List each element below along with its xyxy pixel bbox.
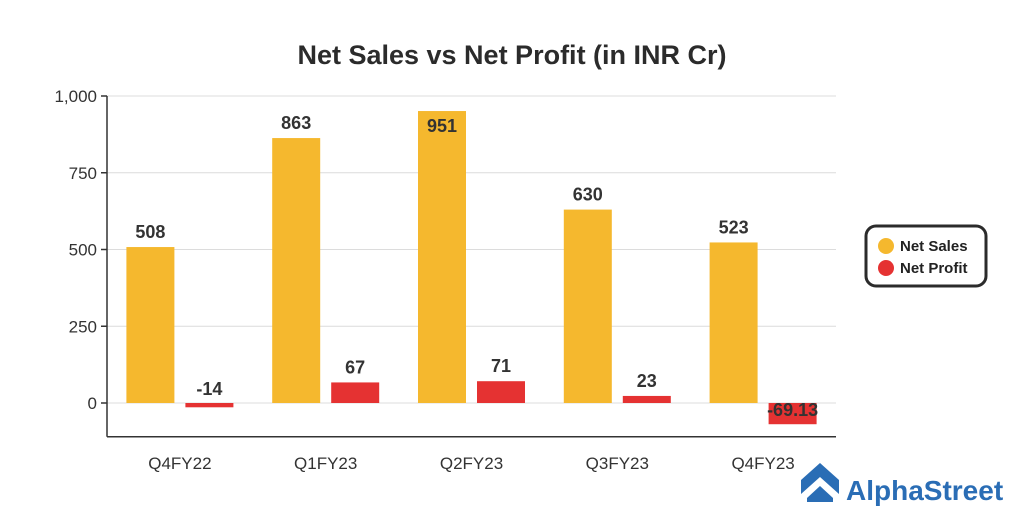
bar-net-sales-q4fy22 — [126, 247, 175, 403]
bar-net-profit-q4fy22 — [185, 403, 234, 408]
x-tick-label: Q3FY23 — [586, 454, 649, 473]
data-label-net-profit-q3fy23: 23 — [637, 371, 657, 391]
data-label-net-sales-q4fy22: 508 — [135, 222, 165, 242]
x-tick-label: Q4FY22 — [148, 454, 211, 473]
legend-swatch-net-sales — [878, 238, 894, 254]
y-tick-label: 0 — [88, 394, 97, 413]
legend-swatch-net-profit — [878, 260, 894, 276]
bar-net-sales-q2fy23 — [418, 111, 466, 403]
legend: Net Sales Net Profit — [864, 224, 988, 288]
bar-net-profit-q2fy23 — [477, 381, 525, 403]
data-label-net-sales-q2fy23: 951 — [427, 116, 457, 136]
data-label-net-profit-q4fy22: -14 — [196, 379, 222, 399]
data-label-net-sales-q1fy23: 863 — [281, 113, 311, 133]
legend-label-net-sales: Net Sales — [900, 238, 968, 255]
data-label-net-profit-q2fy23: 71 — [491, 356, 511, 376]
bar-net-sales-q3fy23 — [563, 209, 612, 403]
data-label-net-sales-q3fy23: 630 — [573, 185, 603, 205]
bars — [126, 111, 817, 425]
bar-net-profit-q3fy23 — [622, 395, 671, 403]
y-tick-label: 500 — [69, 241, 97, 260]
bar-net-profit-q4fy23 — [768, 403, 817, 425]
data-label-net-profit-q4fy23: -69.13 — [767, 400, 818, 420]
y-tick-label: 1,000 — [54, 87, 97, 106]
x-tick-label: Q1FY23 — [294, 454, 357, 473]
legend-label-net-profit: Net Profit — [900, 260, 968, 277]
axes: 0 250 500 750 1,000 Q4FY22 Q1FY23 Q2FY23 Q3FY23 Q… — [54, 87, 836, 473]
y-tick-label: 750 — [69, 164, 97, 183]
bar-net-sales-q4fy23 — [709, 242, 758, 403]
y-tick-label: 250 — [69, 317, 97, 336]
x-tick-label: Q4FY23 — [731, 454, 794, 473]
brand-logo: AlphaStreet — [801, 463, 1003, 506]
brand-name: AlphaStreet — [846, 475, 1003, 506]
bar-net-sales-q1fy23 — [272, 138, 321, 403]
x-tick-label: Q2FY23 — [440, 454, 503, 473]
data-label-net-sales-q4fy23: 523 — [719, 217, 749, 237]
bar-net-profit-q1fy23 — [331, 382, 380, 403]
legend-box — [864, 224, 988, 288]
data-label-net-profit-q1fy23: 67 — [345, 357, 365, 377]
data-labels: 508 -14 863 67 951 71 630 23 523 -69.13 — [135, 113, 818, 420]
chart-title: Net Sales vs Net Profit (in INR Cr) — [297, 40, 726, 70]
alphastreet-logo-icon — [801, 463, 839, 502]
